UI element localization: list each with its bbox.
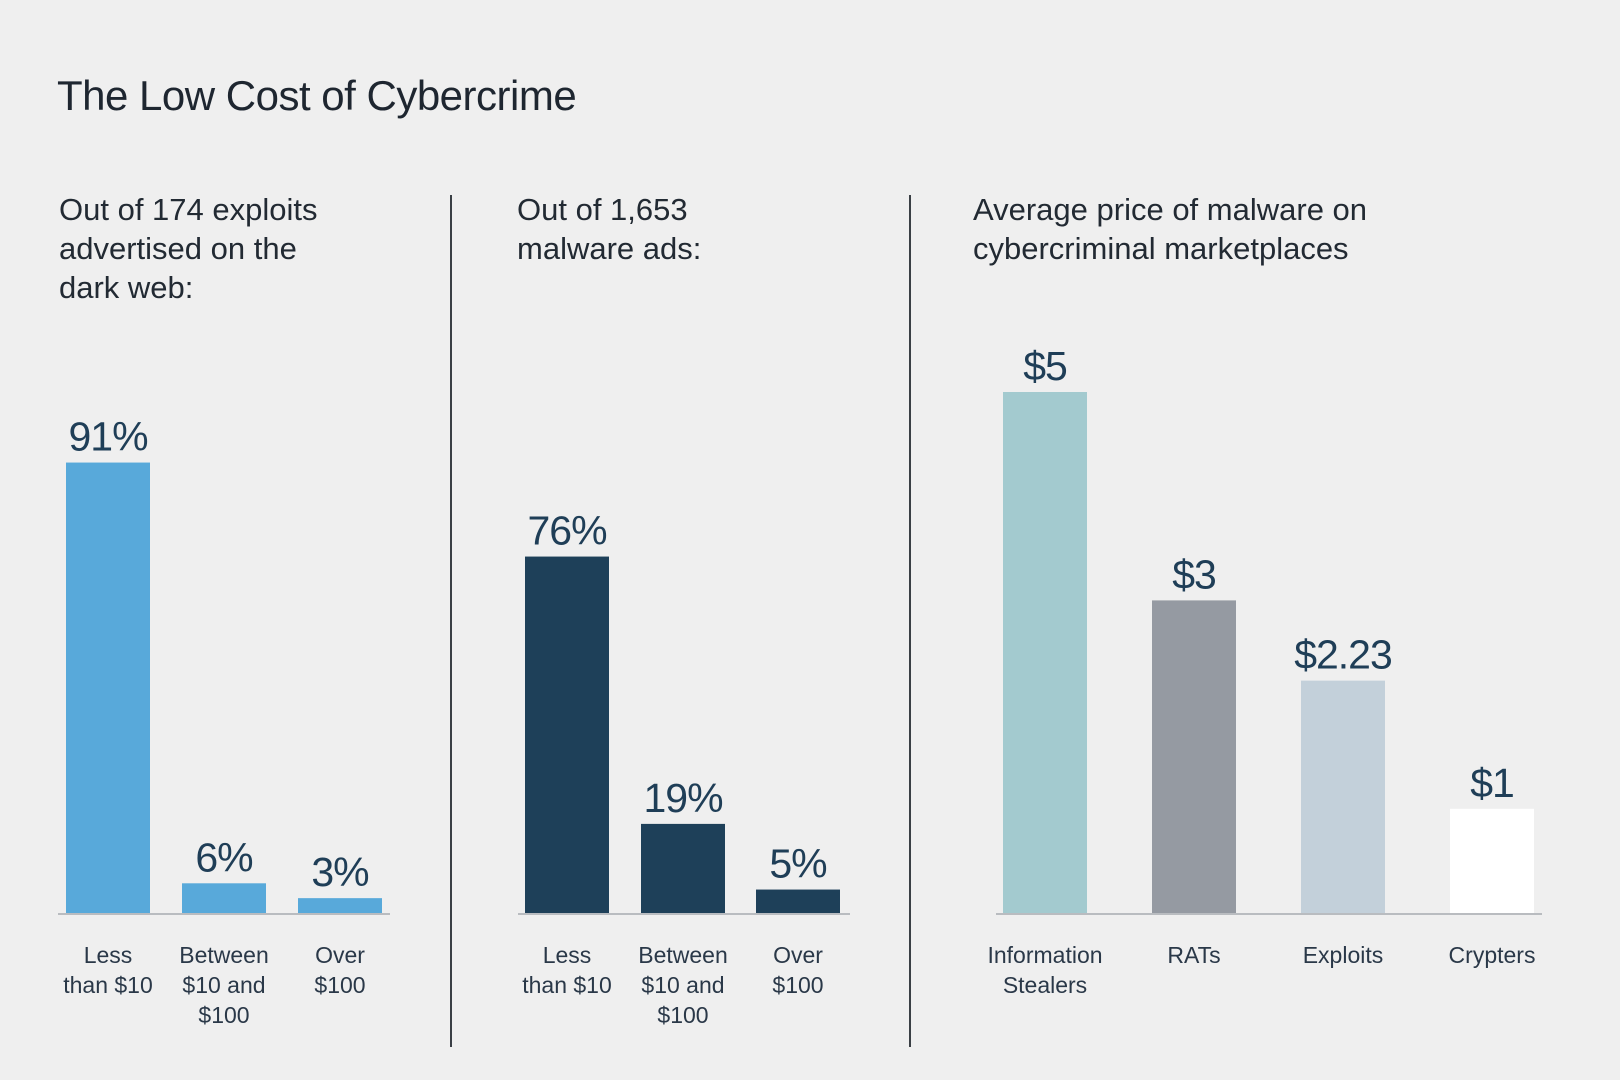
chart-2-bar: [525, 556, 609, 913]
chart-3-category-label: RATs: [1167, 942, 1220, 968]
chart-1-value-label: 3%: [311, 849, 368, 895]
chart-3-category-label: Information Stealers: [987, 942, 1102, 998]
chart-2-value-label: 5%: [769, 841, 826, 887]
chart-3-value-label: $2.23: [1294, 632, 1392, 678]
chart-3-bar: [1003, 392, 1087, 913]
chart-3-value-label: $1: [1470, 760, 1514, 806]
chart-1-title: Out of 174 exploits advertised on the da…: [59, 192, 318, 305]
chart-2-category-label: Between $10 and $100: [638, 942, 728, 1028]
chart-3-value-label: $5: [1023, 343, 1067, 389]
chart-2-bar: [756, 889, 840, 913]
page-title: The Low Cost of Cybercrime: [57, 72, 577, 119]
chart-2-category-label: Less than $10: [522, 942, 612, 998]
chart-3-bar: [1450, 808, 1534, 913]
chart-1-category-label: Less than $10: [63, 942, 153, 998]
divider-2: [909, 195, 911, 1047]
divider-1: [450, 195, 452, 1047]
chart-2-bar: [641, 823, 725, 913]
chart-3-bar: [1301, 680, 1385, 913]
chart-1-value-label: 91%: [68, 414, 147, 460]
chart-1-bar: [298, 898, 382, 913]
chart-1-bar: [66, 462, 150, 913]
chart-1-category-label: Over $100: [314, 942, 365, 998]
chart-1-category-label: Between $10 and $100: [179, 942, 269, 1028]
chart-2-title: Out of 1,653 malware ads:: [517, 192, 702, 266]
chart-3-bar: [1152, 600, 1236, 913]
chart-2-category-label: Over $100: [772, 942, 823, 998]
chart-1-value-label: 6%: [195, 834, 252, 880]
chart-3-category-label: Exploits: [1303, 942, 1384, 968]
chart-1-bar: [182, 883, 266, 913]
chart-3-value-label: $3: [1172, 551, 1216, 597]
chart-3-category-label: Crypters: [1449, 942, 1536, 968]
chart-2-value-label: 76%: [527, 508, 606, 554]
chart-2-value-label: 19%: [643, 775, 722, 821]
chart-3-title: Average price of malware on cybercrimina…: [973, 192, 1368, 266]
